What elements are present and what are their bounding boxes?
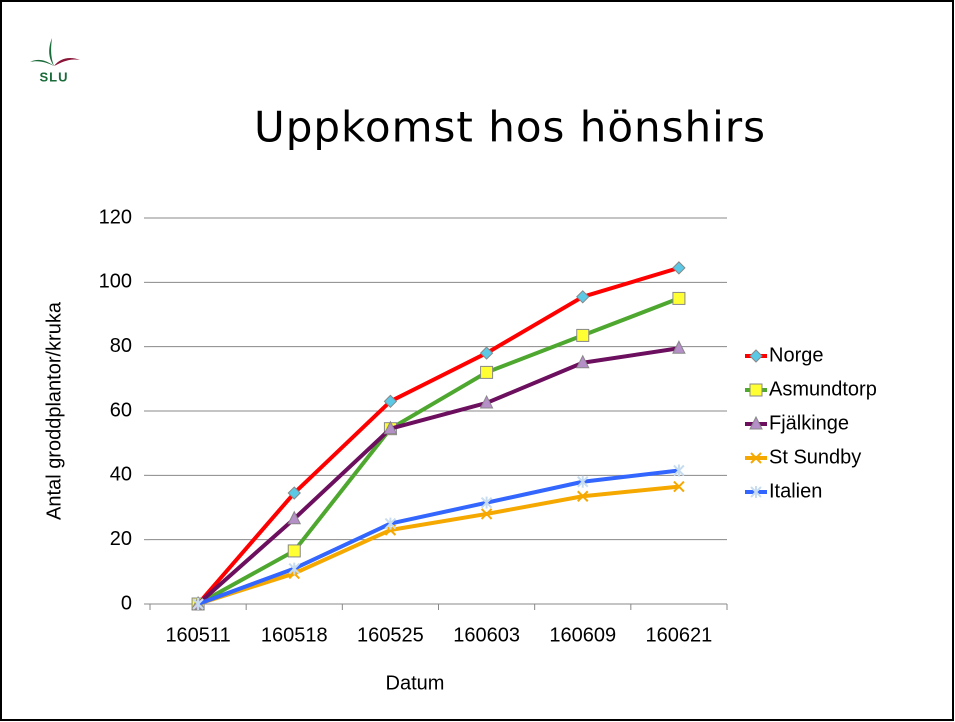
legend-label: Italien xyxy=(769,480,822,502)
marker xyxy=(672,261,686,275)
y-tick-label: 60 xyxy=(110,399,132,421)
marker xyxy=(672,340,686,354)
legend-label: Asmundtorp xyxy=(769,378,877,400)
series-line xyxy=(196,265,680,606)
y-tick-label: 20 xyxy=(110,528,132,550)
x-tick-label: 160609 xyxy=(549,624,616,646)
y-tick-label: 100 xyxy=(99,271,132,293)
marker xyxy=(479,394,494,409)
logo-text: SLU xyxy=(40,69,69,84)
marker xyxy=(749,383,763,397)
marker xyxy=(192,598,204,610)
x-tick-label: 160511 xyxy=(165,624,230,646)
x-tick-label: 160603 xyxy=(453,624,520,646)
marker xyxy=(480,365,494,379)
marker xyxy=(287,544,301,558)
marker xyxy=(576,290,590,304)
legend-label: St Sundby xyxy=(769,446,861,468)
series-line xyxy=(197,468,680,606)
y-tick-label: 120 xyxy=(99,206,132,228)
x-axis-label: Datum xyxy=(386,672,445,694)
legend-label: Norge xyxy=(769,344,823,366)
marker xyxy=(480,508,493,520)
marker xyxy=(672,291,686,305)
marker xyxy=(384,517,397,530)
chart-title: Uppkomst hos hönshirs xyxy=(254,103,766,152)
logo-icon xyxy=(30,38,80,66)
y-tick-label: 40 xyxy=(110,464,132,486)
marker xyxy=(479,346,494,360)
marker xyxy=(750,452,762,464)
marker xyxy=(383,420,398,435)
marker xyxy=(480,496,493,509)
series xyxy=(191,340,686,610)
marker xyxy=(287,486,301,500)
x-tick-label: 160525 xyxy=(357,624,424,646)
marker xyxy=(749,415,763,430)
series xyxy=(192,464,685,610)
marker xyxy=(383,394,398,409)
x-tick-label: 160518 xyxy=(261,624,328,646)
marker xyxy=(287,510,302,525)
y-axis-label: Antal groddplantor/kruka xyxy=(43,301,65,520)
marker xyxy=(575,354,590,369)
marker xyxy=(288,562,300,575)
marker xyxy=(750,486,762,498)
y-tick-label: 80 xyxy=(110,335,132,357)
marker xyxy=(673,464,685,477)
x-tick-label: 160621 xyxy=(646,624,713,646)
series-line xyxy=(197,296,680,606)
legend-label: Fjälkinge xyxy=(769,412,849,434)
marker xyxy=(576,328,590,342)
marker xyxy=(673,480,685,493)
marker xyxy=(577,475,589,488)
y-tick-label: 0 xyxy=(121,592,132,614)
series-line xyxy=(197,484,680,606)
marker xyxy=(749,349,763,363)
series-line xyxy=(196,346,680,606)
marker xyxy=(577,490,589,502)
